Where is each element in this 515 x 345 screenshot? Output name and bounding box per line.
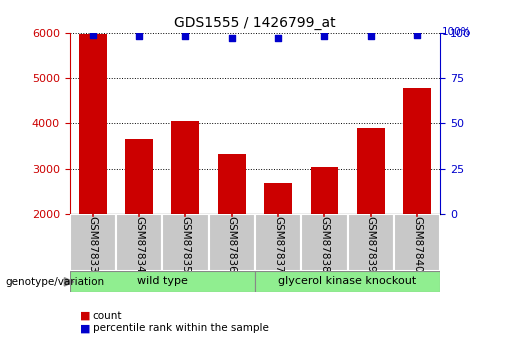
Bar	[209, 214, 255, 271]
Bar	[264, 183, 292, 214]
Bar	[70, 271, 255, 292]
Bar	[79, 34, 107, 214]
Text: GSM87835: GSM87835	[180, 216, 191, 272]
Point	[135, 33, 143, 39]
Bar	[255, 214, 301, 271]
Bar	[311, 167, 338, 214]
Bar	[125, 139, 153, 214]
Point	[413, 32, 421, 37]
Point	[89, 32, 97, 37]
Text: ■: ■	[80, 324, 90, 333]
Text: GSM87833: GSM87833	[88, 216, 98, 272]
Text: GSM87839: GSM87839	[366, 216, 376, 272]
Text: GSM87836: GSM87836	[227, 216, 237, 272]
Text: 100%: 100%	[441, 28, 471, 37]
Text: count: count	[93, 311, 122, 321]
Bar	[301, 214, 348, 271]
Bar	[70, 214, 116, 271]
Bar	[255, 271, 440, 292]
Point	[181, 33, 190, 39]
Bar	[171, 121, 199, 214]
Text: genotype/variation: genotype/variation	[5, 277, 104, 287]
Text: GSM87840: GSM87840	[412, 216, 422, 272]
Bar	[348, 214, 394, 271]
Text: glycerol kinase knockout: glycerol kinase knockout	[279, 276, 417, 286]
Point	[228, 36, 236, 41]
Title: GDS1555 / 1426799_at: GDS1555 / 1426799_at	[174, 16, 336, 30]
Text: percentile rank within the sample: percentile rank within the sample	[93, 324, 269, 333]
Bar	[162, 214, 209, 271]
Point	[320, 33, 329, 39]
Bar	[403, 88, 431, 214]
Text: ■: ■	[80, 311, 90, 321]
Text: wild type: wild type	[137, 276, 187, 286]
Point	[274, 36, 282, 41]
Bar	[116, 214, 162, 271]
Bar	[394, 214, 440, 271]
Text: GSM87837: GSM87837	[273, 216, 283, 272]
Text: GSM87838: GSM87838	[319, 216, 330, 272]
Text: GSM87834: GSM87834	[134, 216, 144, 272]
Point	[367, 33, 375, 39]
Bar	[218, 154, 246, 214]
Bar	[357, 128, 385, 214]
